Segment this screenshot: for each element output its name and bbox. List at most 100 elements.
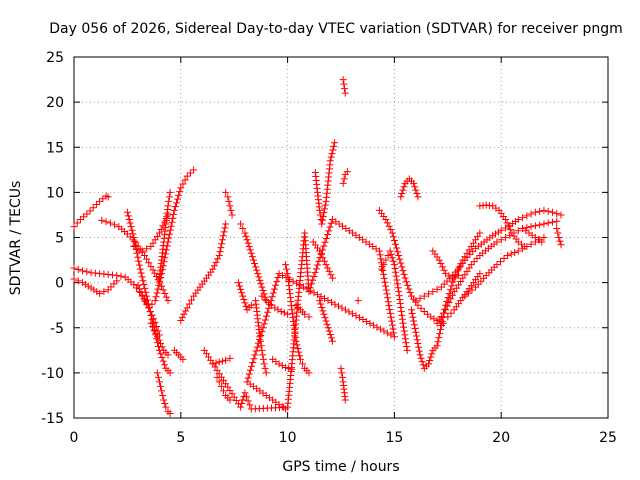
data-point: [389, 257, 397, 265]
data-point: [312, 265, 320, 273]
data-point: [241, 229, 249, 237]
data-point: [451, 273, 459, 281]
data-point: [284, 310, 292, 318]
data-point: [527, 240, 535, 248]
data-point: [299, 360, 307, 368]
data-point: [396, 296, 404, 304]
data-point: [337, 364, 345, 372]
series-arc-35: [433, 217, 561, 327]
data-point: [396, 255, 404, 263]
data-point: [93, 288, 101, 296]
data-point: [521, 243, 529, 251]
data-point: [412, 328, 420, 336]
data-point: [174, 195, 182, 203]
data-point: [318, 303, 326, 311]
data-point: [265, 304, 273, 312]
data-point: [400, 323, 408, 331]
data-point: [447, 309, 455, 317]
data-point: [261, 316, 269, 324]
data-point: [325, 327, 333, 335]
data-point: [375, 247, 383, 255]
data-point: [540, 234, 548, 241]
data-point: [444, 313, 452, 321]
data-point: [262, 369, 270, 377]
data-point: [443, 277, 451, 285]
data-point: [505, 222, 513, 230]
data-point: [390, 237, 398, 245]
y-tick-label: -5: [50, 321, 64, 337]
data-point: [180, 310, 188, 318]
data-point: [531, 222, 539, 230]
data-point: [87, 284, 95, 292]
y-tick-label: -10: [41, 366, 64, 382]
data-point: [272, 281, 280, 289]
data-point: [166, 188, 174, 196]
data-point: [385, 302, 393, 310]
data-point: [338, 373, 346, 381]
data-point: [185, 300, 193, 308]
data-point: [296, 355, 304, 363]
data-point: [294, 345, 302, 353]
data-point: [433, 342, 441, 350]
data-point: [113, 277, 121, 285]
y-tick-label: 25: [46, 50, 64, 66]
data-point: [398, 263, 406, 271]
data-point: [413, 190, 421, 198]
data-point: [247, 301, 255, 309]
data-point: [376, 325, 384, 333]
data-point: [73, 219, 81, 227]
data-point: [415, 343, 423, 351]
data-point: [250, 259, 258, 267]
data-point: [327, 298, 335, 306]
data-point: [79, 267, 87, 275]
data-point: [321, 238, 329, 246]
data-point: [210, 262, 218, 270]
data-point: [553, 217, 561, 225]
data-point: [404, 281, 412, 289]
data-point: [248, 253, 256, 261]
data-point: [392, 272, 400, 280]
data-point: [258, 328, 266, 336]
data-point: [379, 267, 387, 275]
data-point: [166, 409, 174, 417]
data-point: [492, 230, 500, 238]
data-point: [339, 76, 347, 84]
data-point: [318, 220, 326, 228]
data-point: [514, 215, 522, 223]
data-point: [100, 288, 108, 296]
data-point: [386, 309, 394, 317]
series-arc-23: [311, 139, 339, 228]
y-tick-label: 15: [46, 140, 64, 156]
data-point: [419, 361, 427, 369]
data-point: [448, 282, 456, 290]
data-point: [454, 271, 462, 279]
data-point: [401, 335, 409, 343]
data-point: [514, 227, 522, 235]
y-tick-label: -15: [41, 411, 64, 427]
grid: [74, 57, 608, 418]
data-point: [92, 201, 100, 209]
data-point: [164, 351, 172, 359]
data-point: [556, 237, 564, 245]
data-point: [410, 317, 418, 325]
data-point: [155, 378, 163, 386]
data-point: [157, 350, 165, 358]
data-point: [411, 183, 419, 191]
data-point: [430, 315, 438, 323]
data-point: [245, 370, 253, 378]
data-point: [134, 245, 142, 253]
data-point: [239, 396, 247, 404]
data-point: [393, 280, 401, 288]
data-point: [399, 319, 407, 327]
data-point: [149, 266, 157, 274]
data-point: [237, 220, 245, 228]
data-point: [448, 274, 456, 282]
data-point: [425, 290, 433, 298]
data-point: [417, 304, 425, 312]
data-point: [331, 300, 339, 308]
data-point: [340, 175, 348, 183]
data-point: [130, 234, 138, 241]
data-point: [323, 320, 331, 328]
data-point: [155, 281, 163, 289]
data-point: [428, 350, 436, 358]
